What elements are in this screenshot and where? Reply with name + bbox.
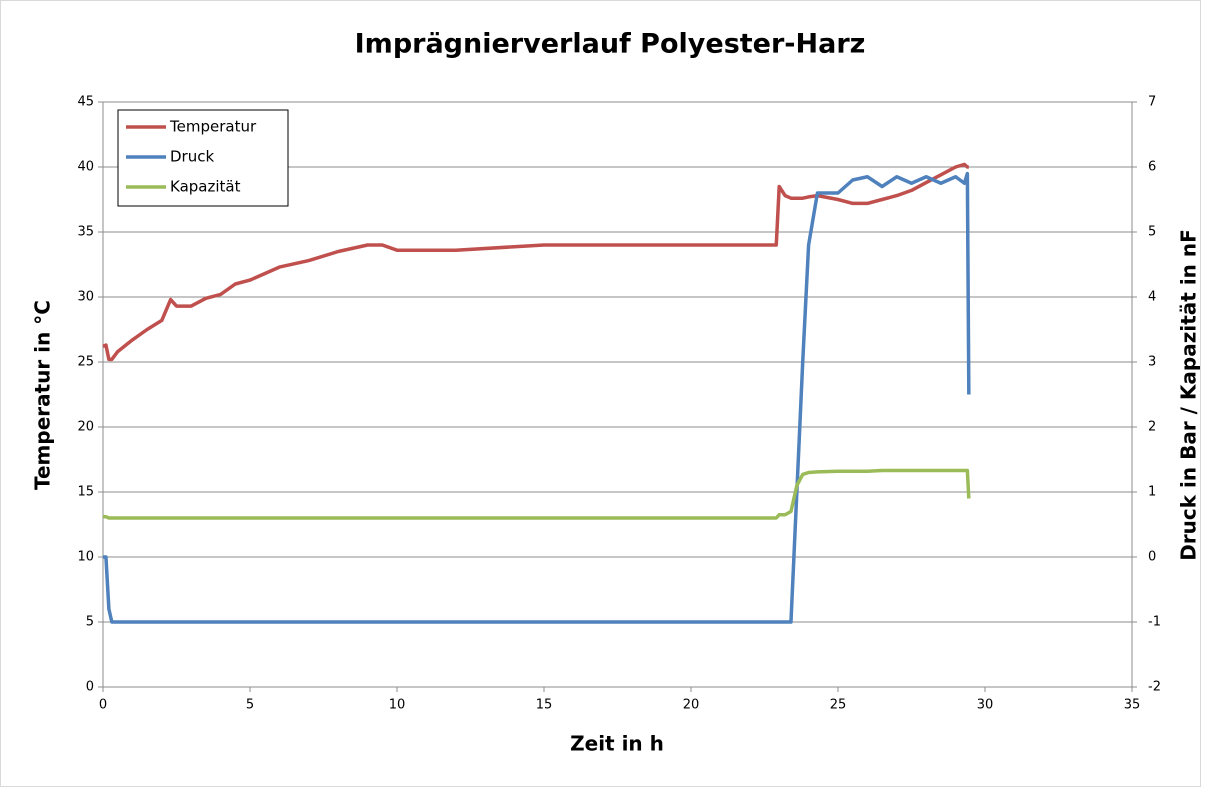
x-tick-label: 30 (977, 698, 994, 713)
y-tick-label: 10 (77, 550, 94, 565)
y2-tick-label: 5 (1148, 225, 1156, 240)
x-tick-label: 10 (389, 698, 406, 713)
x-axis-title: Zeit in h (570, 732, 664, 756)
y2-tick-label: -2 (1148, 680, 1161, 695)
y-tick-label: 45 (77, 95, 94, 110)
x-tick-label: 35 (1124, 698, 1141, 713)
chart-title: Imprägnierverlauf Polyester-Harz (355, 29, 866, 60)
y2-tick-label: 2 (1148, 420, 1156, 435)
y2-tick-label: 1 (1148, 485, 1156, 500)
y2-tick-label: 0 (1148, 550, 1156, 565)
y2-tick-label: 6 (1148, 160, 1156, 175)
y-tick-label: 15 (77, 485, 94, 500)
y2-tick-label: 7 (1148, 95, 1156, 110)
y-tick-label: 30 (77, 290, 94, 305)
y-tick-label: 35 (77, 225, 94, 240)
y-tick-label: 20 (77, 420, 94, 435)
x-tick-label: 15 (536, 698, 553, 713)
y2-tick-label: -1 (1148, 615, 1161, 630)
y2-tick-label: 3 (1148, 355, 1156, 370)
x-tick-label: 0 (99, 698, 107, 713)
y2-tick-label: 4 (1148, 290, 1156, 305)
y-tick-label: 40 (77, 160, 94, 175)
y-tick-label: 25 (77, 355, 94, 370)
legend-label: Druck (170, 148, 214, 166)
legend-label: Kapazität (170, 178, 241, 196)
y-tick-label: 0 (86, 680, 94, 695)
legend-label: Temperatur (169, 118, 257, 136)
x-tick-label: 5 (246, 698, 254, 713)
y2-axis-title: Druck in Bar / Kapazität in nF (1177, 229, 1201, 561)
line-series (102, 162, 970, 362)
y-axis-title: Temperatur in °C (31, 300, 55, 490)
y-tick-label: 5 (86, 615, 94, 630)
x-tick-label: 20 (683, 698, 700, 713)
line-series (103, 171, 971, 624)
x-tick-label: 25 (830, 698, 847, 713)
line-series (103, 468, 971, 520)
